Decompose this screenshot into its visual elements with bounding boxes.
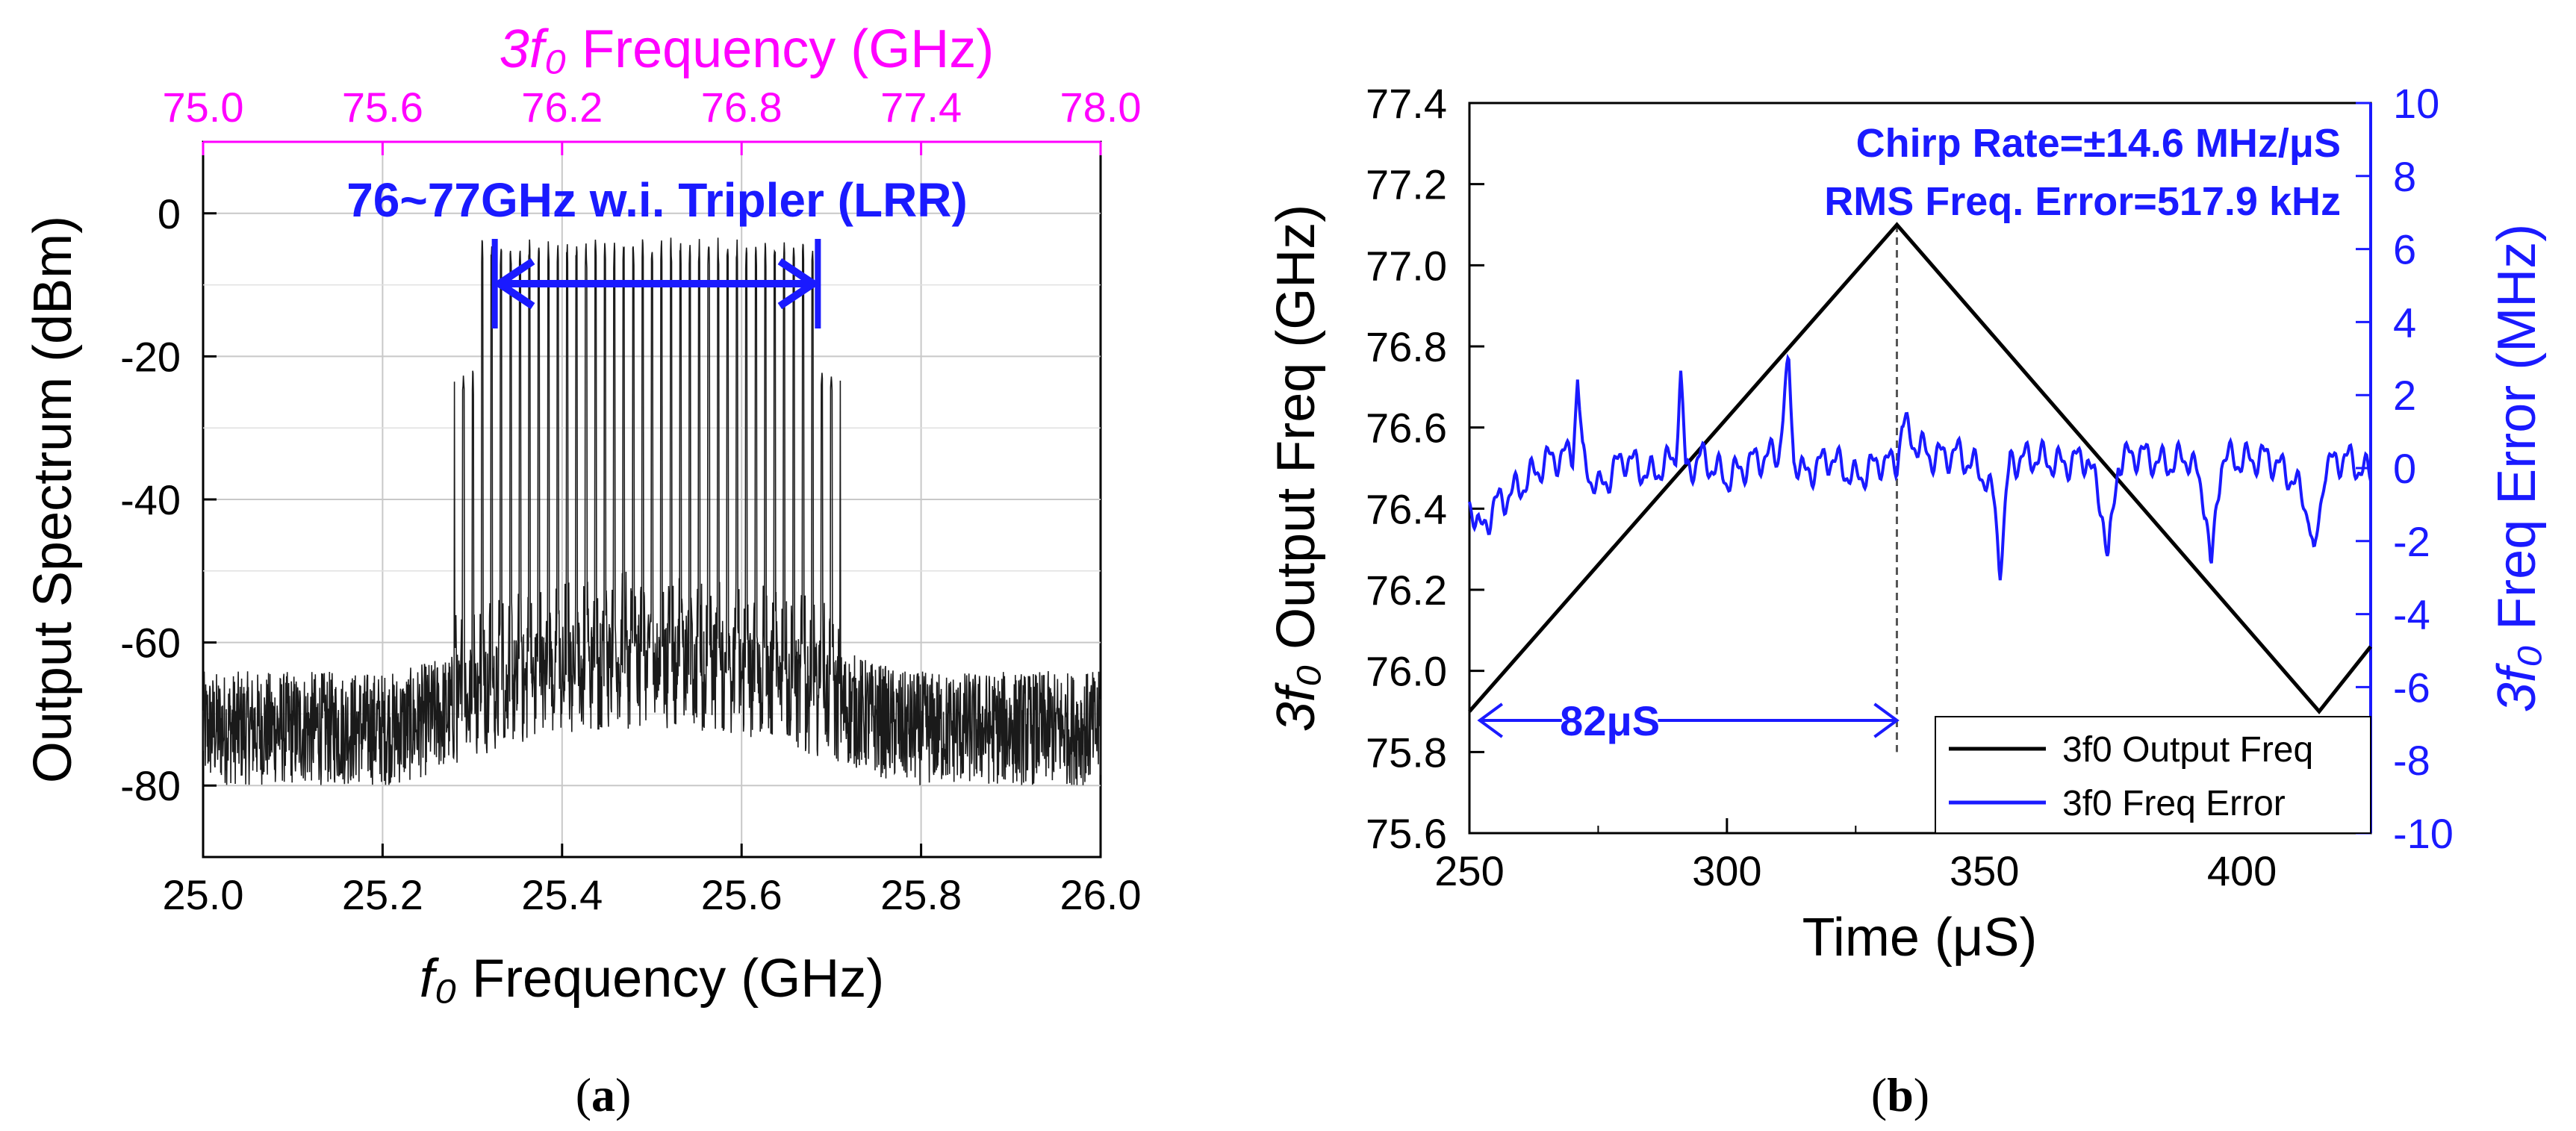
panel-a: 3f₀ Frequency (GHz) 75.0 75.6 76.2 76.8 77.4…	[23, 19, 1142, 1121]
b-x-tick-label: 250	[1434, 847, 1504, 894]
b-y-tick-label: 77.4	[1366, 80, 1447, 127]
b-y2-tick-label: 2	[2393, 372, 2416, 419]
b-y-tick-label: 76.8	[1366, 323, 1447, 370]
b-span-label: 82μS	[1560, 697, 1660, 744]
b-legend: 3f0 Output Freq 3f0 Freq Error	[1935, 716, 2371, 834]
a-y-tick-label: -60	[120, 620, 181, 667]
a-x-tick-label: 25.8	[880, 871, 962, 918]
b-y2-tick-label: 4	[2393, 299, 2416, 346]
b-y-tick-label: 77.0	[1366, 242, 1447, 289]
b-y-tick-label: 76.2	[1366, 567, 1447, 614]
a-y-tick-label: -40	[120, 476, 181, 523]
b-y2-ticks: 10 8 6 4 2 0 -2 -4 -6 -8 -10	[2356, 80, 2454, 857]
b-x-tick-label: 350	[1950, 847, 2019, 894]
a-top-axis-label: 3f₀ Frequency (GHz)	[500, 19, 995, 79]
b-x-tick-label: 400	[2207, 847, 2277, 894]
a-top-tick-label: 76.8	[701, 84, 783, 131]
a-x-ticks: 25.0 25.2 25.4 25.6 25.8 26.0	[163, 844, 1142, 918]
b-y-tick-label: 77.2	[1366, 161, 1447, 208]
a-x-axis-label: f₀ Frequency (GHz)	[420, 949, 884, 1009]
a-top-tick-label: 77.4	[880, 84, 962, 131]
a-top-tick-label: 75.6	[342, 84, 423, 131]
a-top-ticks	[202, 140, 1102, 155]
b-output-freq-line	[1468, 222, 2372, 714]
b-span-arrow	[1477, 702, 1900, 738]
b-legend-label-error: 3f0 Freq Error	[2062, 784, 2286, 823]
b-y-tick-label: 76.4	[1366, 485, 1447, 532]
b-legend-box	[1935, 716, 2371, 834]
b-x-ticks: 250 300 350 400	[1434, 818, 2371, 894]
b-chirp-rate-annotation: Chirp Rate=±14.6 MHz/μS	[1856, 121, 2341, 166]
a-arrow-head-left	[492, 258, 535, 310]
a-arrow-head-right	[777, 258, 821, 310]
panel-b: 250 300 350 400 77.4 77.2 77.0 76.8 76.6 76.4 76.…	[1266, 80, 2547, 1121]
a-y-axis-label: Output Spectrum (dBm)	[23, 216, 83, 783]
caption-b: (b)	[1871, 1068, 1929, 1121]
b-y-tick-label: 75.8	[1366, 729, 1447, 776]
a-x-tick-label: 26.0	[1060, 871, 1142, 918]
b-y2-tick-label: -2	[2393, 518, 2430, 565]
b-freq-error-line	[1468, 353, 2372, 581]
a-y-tick-label: -80	[120, 762, 181, 809]
b-y2-tick-label: 10	[2393, 80, 2439, 127]
b-span-head-right	[1873, 702, 1900, 738]
b-legend-label-freq: 3f0 Output Freq	[2062, 730, 2313, 770]
b-y2-tick-label: -6	[2393, 664, 2430, 711]
b-x-axis-label: Time (μS)	[1802, 908, 2038, 968]
a-spectrum-trace	[202, 237, 1101, 785]
a-bandwidth-arrow	[491, 239, 821, 328]
a-x-tick-label: 25.4	[521, 871, 603, 918]
a-y-ticks: 0 -20 -40 -60 -80	[120, 190, 217, 809]
b-y2-tick-label: 6	[2393, 226, 2416, 273]
b-y2-axis-label: 3f₀ Freq Error (MHz)	[2487, 224, 2547, 712]
b-x-tick-label: 300	[1692, 847, 1761, 894]
b-y-tick-label: 76.0	[1366, 648, 1447, 695]
a-top-tick-label: 76.2	[521, 84, 603, 131]
a-x-tick-label: 25.6	[701, 871, 783, 918]
a-annotation: 76~77GHz w.i. Tripler (LRR)	[346, 173, 968, 227]
b-span-head-left	[1477, 702, 1503, 738]
b-y-tick-label: 76.6	[1366, 405, 1447, 452]
a-x-tick-label: 25.0	[163, 871, 244, 918]
b-y-axis-label: 3f₀ Output Freq (GHz)	[1266, 205, 1326, 732]
a-y-tick-label: -20	[120, 333, 181, 380]
a-y-tick-label: 0	[158, 190, 181, 237]
b-y2-tick-label: 8	[2393, 153, 2416, 200]
b-y2-tick-label: -4	[2393, 591, 2430, 638]
b-y2-tick-label: -10	[2393, 810, 2454, 857]
b-y-tick-label: 75.6	[1366, 810, 1447, 857]
b-y2-tick-label: -8	[2393, 737, 2430, 784]
caption-a: (a)	[576, 1068, 632, 1121]
a-top-tick-labels: 75.0 75.6 76.2 76.8 77.4 78.0	[163, 84, 1142, 131]
b-rms-error-annotation: RMS Freq. Error=517.9 kHz	[1824, 179, 2341, 224]
b-y-ticks: 77.4 77.2 77.0 76.8 76.6 76.4 76.2 76.0 75.8 75.6	[1366, 80, 1484, 857]
a-x-tick-label: 25.2	[342, 871, 423, 918]
b-y2-tick-label: 0	[2393, 445, 2416, 492]
a-top-tick-label: 78.0	[1060, 84, 1142, 131]
a-top-tick-label: 75.0	[163, 84, 244, 131]
